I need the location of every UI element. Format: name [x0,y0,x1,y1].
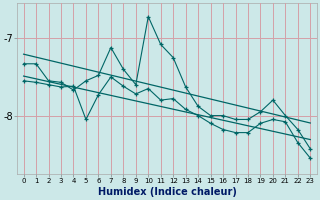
X-axis label: Humidex (Indice chaleur): Humidex (Indice chaleur) [98,187,236,197]
